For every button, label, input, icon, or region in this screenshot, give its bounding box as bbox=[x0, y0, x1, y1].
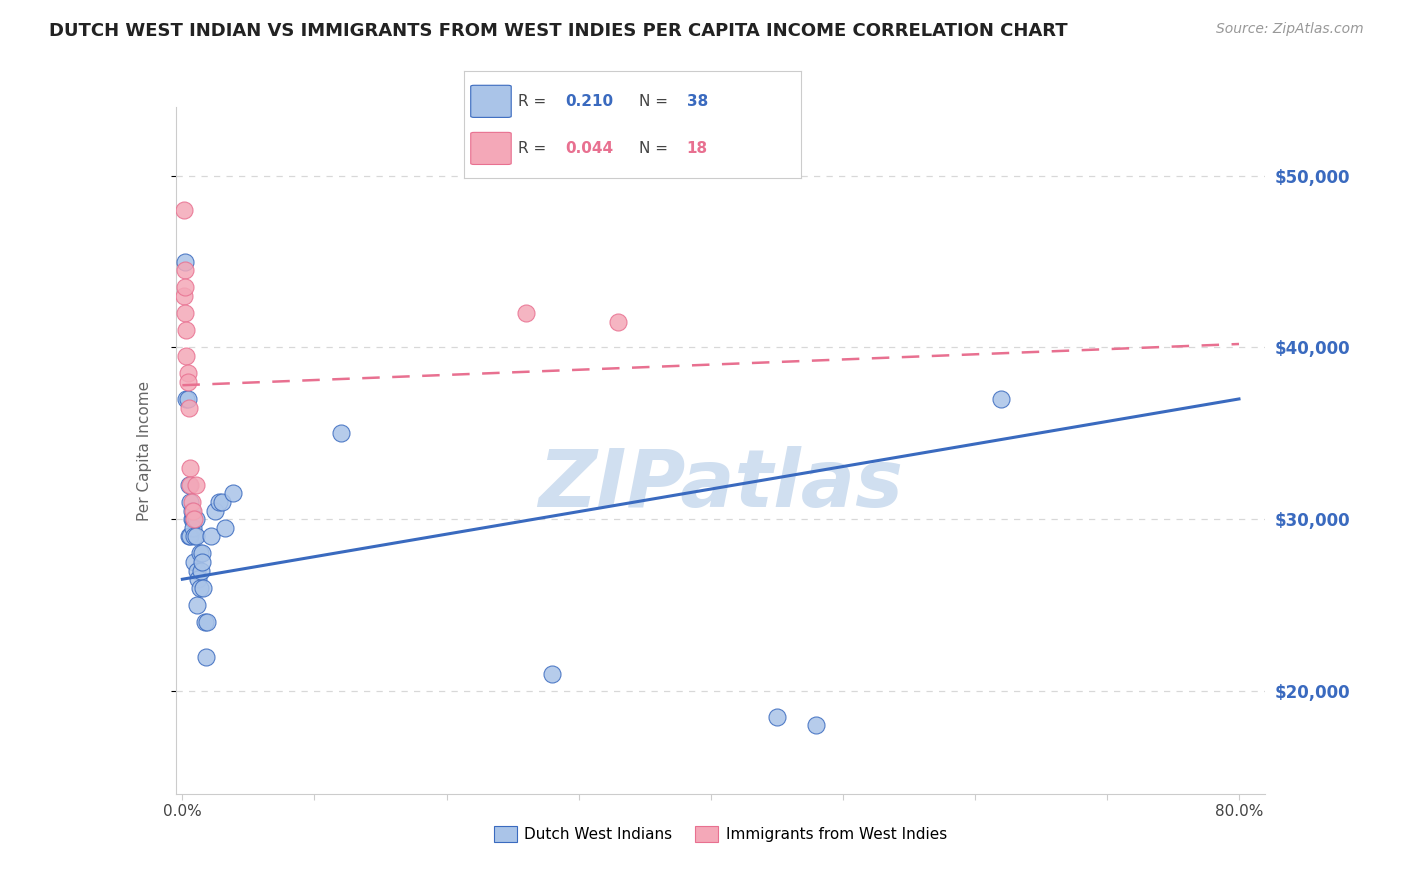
Point bbox=[184, 512, 207, 526]
Point bbox=[187, 572, 209, 586]
Point bbox=[174, 280, 197, 294]
Point bbox=[211, 495, 233, 509]
Point bbox=[186, 564, 208, 578]
Point bbox=[177, 401, 200, 415]
Point bbox=[179, 460, 201, 475]
Point bbox=[180, 503, 202, 517]
Point bbox=[179, 495, 201, 509]
Point bbox=[188, 581, 211, 595]
Point bbox=[765, 709, 787, 723]
Point bbox=[181, 512, 204, 526]
Point bbox=[329, 426, 352, 441]
Text: R =: R = bbox=[517, 94, 551, 109]
FancyBboxPatch shape bbox=[471, 132, 512, 164]
Point bbox=[221, 486, 243, 500]
Point bbox=[806, 718, 828, 732]
Point bbox=[183, 555, 205, 569]
Text: DUTCH WEST INDIAN VS IMMIGRANTS FROM WEST INDIES PER CAPITA INCOME CORRELATION C: DUTCH WEST INDIAN VS IMMIGRANTS FROM WES… bbox=[49, 22, 1067, 40]
Point bbox=[190, 564, 212, 578]
Text: 0.044: 0.044 bbox=[565, 141, 613, 156]
Point bbox=[174, 263, 197, 277]
Text: R =: R = bbox=[517, 141, 551, 156]
Point bbox=[181, 503, 204, 517]
Point bbox=[214, 521, 236, 535]
Point bbox=[990, 392, 1012, 406]
Point bbox=[180, 512, 202, 526]
Point bbox=[193, 581, 215, 595]
Y-axis label: Per Capita Income: Per Capita Income bbox=[138, 380, 152, 521]
Point bbox=[197, 615, 219, 630]
Text: 0.210: 0.210 bbox=[565, 94, 613, 109]
Point bbox=[173, 203, 195, 218]
Legend: Dutch West Indians, Immigrants from West Indies: Dutch West Indians, Immigrants from West… bbox=[488, 820, 953, 848]
Point bbox=[515, 306, 537, 320]
Point bbox=[176, 323, 198, 337]
Point bbox=[174, 254, 197, 268]
Point bbox=[186, 598, 208, 612]
Text: 18: 18 bbox=[686, 141, 707, 156]
Point bbox=[176, 375, 198, 389]
Point bbox=[177, 478, 200, 492]
Point bbox=[173, 289, 195, 303]
Point bbox=[204, 503, 226, 517]
Point bbox=[183, 529, 205, 543]
Point bbox=[183, 512, 205, 526]
Text: N =: N = bbox=[640, 94, 673, 109]
Point bbox=[184, 478, 207, 492]
Point bbox=[180, 495, 202, 509]
Point bbox=[194, 615, 217, 630]
Point bbox=[174, 306, 197, 320]
Point bbox=[191, 555, 214, 569]
Point bbox=[176, 366, 198, 380]
Point bbox=[177, 529, 200, 543]
Point bbox=[179, 529, 201, 543]
FancyBboxPatch shape bbox=[471, 86, 512, 118]
Point bbox=[184, 529, 207, 543]
Point bbox=[541, 666, 564, 681]
Text: ZIPatlas: ZIPatlas bbox=[538, 446, 903, 524]
Text: 38: 38 bbox=[686, 94, 709, 109]
Point bbox=[179, 478, 201, 492]
Point bbox=[191, 546, 214, 561]
Point bbox=[188, 546, 211, 561]
Point bbox=[208, 495, 231, 509]
Point bbox=[176, 349, 198, 363]
Point bbox=[607, 315, 630, 329]
Point bbox=[176, 392, 198, 406]
Point bbox=[181, 521, 204, 535]
Text: Source: ZipAtlas.com: Source: ZipAtlas.com bbox=[1216, 22, 1364, 37]
Point bbox=[176, 392, 198, 406]
Point bbox=[200, 529, 222, 543]
Point bbox=[195, 649, 218, 664]
Text: N =: N = bbox=[640, 141, 673, 156]
